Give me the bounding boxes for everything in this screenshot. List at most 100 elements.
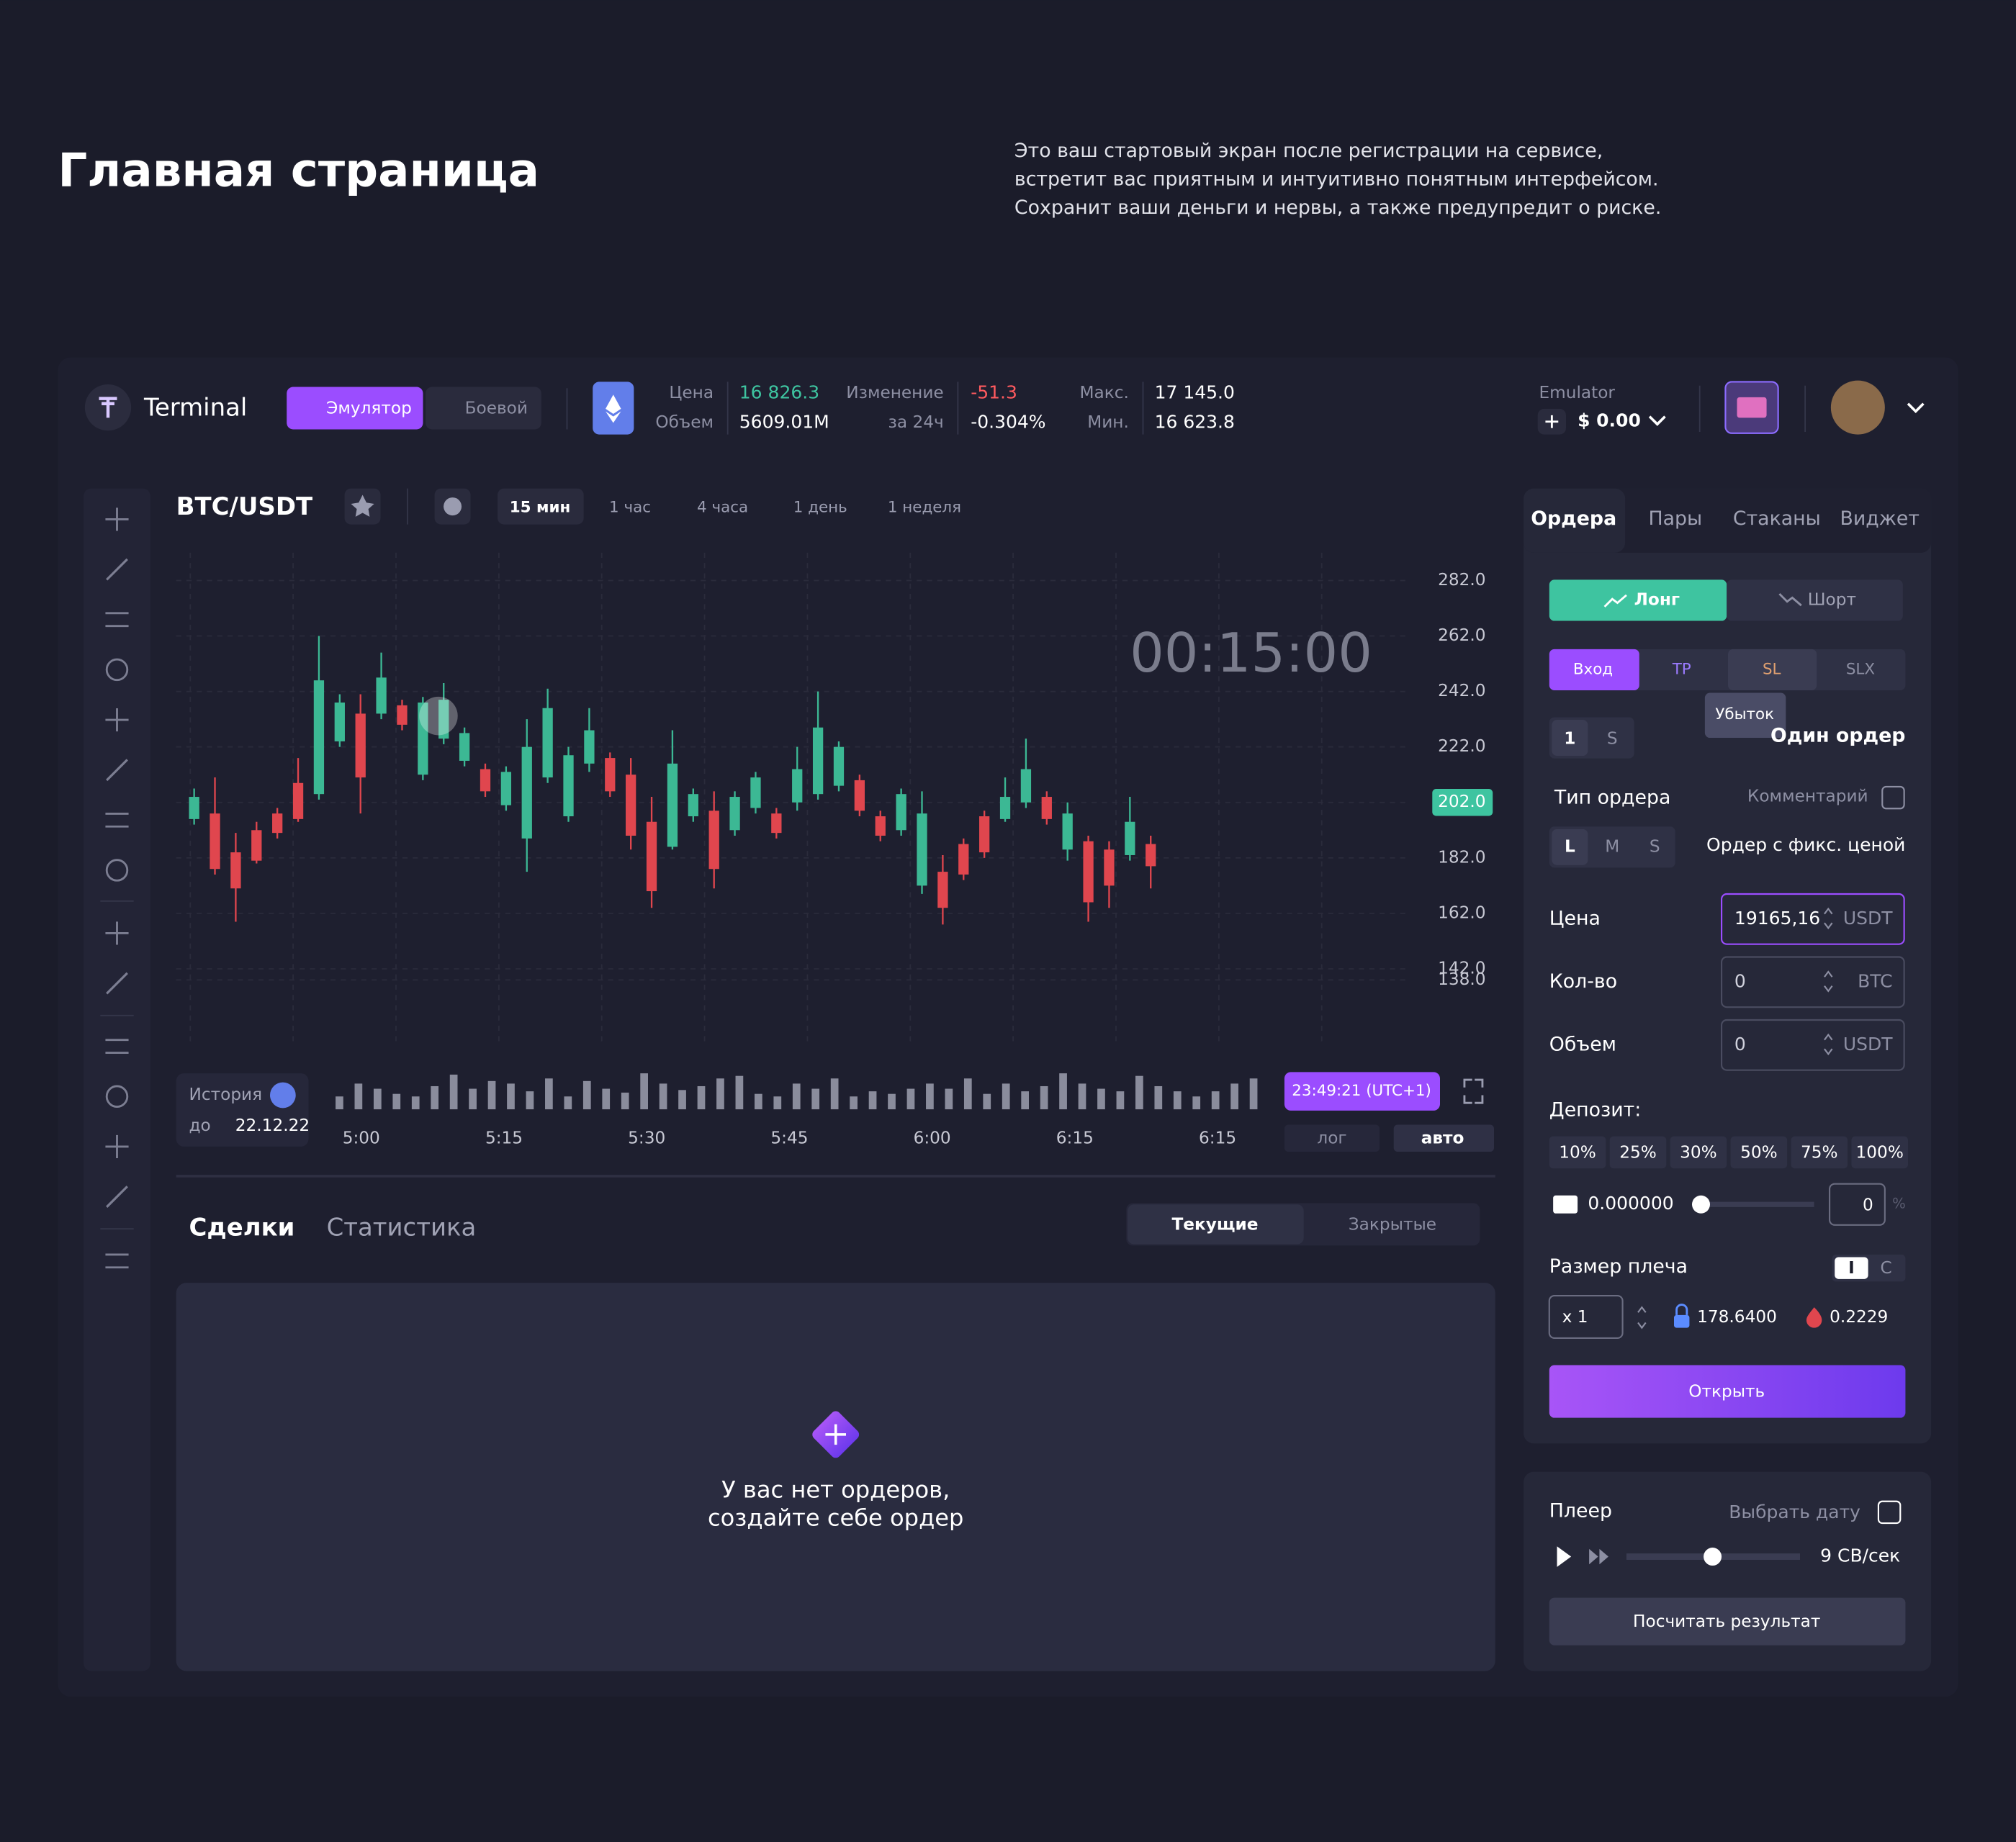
leverage-mode[interactable]: C — [1881, 1258, 1892, 1278]
count-tab[interactable]: 1 — [1564, 728, 1575, 748]
entry-tab[interactable]: Вход — [1573, 660, 1613, 678]
side-short[interactable] — [1727, 579, 1903, 621]
entry-tab[interactable]: SL — [1763, 660, 1781, 678]
avatar[interactable] — [1830, 380, 1885, 435]
count-tab[interactable]: S — [1607, 728, 1618, 748]
mode-tab[interactable] — [287, 387, 423, 430]
entry-tab[interactable]: SLX — [1846, 660, 1875, 678]
tool-icon[interactable] — [106, 759, 128, 782]
stepper[interactable] — [1824, 1033, 1833, 1056]
candle-body — [688, 794, 698, 817]
candle-body — [521, 746, 532, 839]
tool-icon[interactable] — [105, 708, 129, 732]
volume-bar — [640, 1073, 648, 1110]
scale-button[interactable] — [1393, 1124, 1494, 1152]
timeframe[interactable]: 15 мин — [510, 498, 571, 516]
input[interactable] — [1829, 1183, 1886, 1226]
tool-icon[interactable] — [106, 972, 128, 995]
x-tick-label: 5:45 — [770, 1129, 808, 1148]
percent-button[interactable] — [1609, 1136, 1667, 1169]
entry-tab[interactable]: TP — [1672, 660, 1691, 678]
timeframe-active — [498, 488, 584, 525]
chevron[interactable] — [1648, 415, 1666, 426]
label: USDT — [1843, 908, 1893, 929]
forward-button[interactable] — [1589, 1548, 1608, 1565]
checkbox[interactable] — [1881, 785, 1905, 810]
panel-tab[interactable]: Стаканы — [1733, 507, 1821, 530]
timeframe[interactable]: 1 час — [609, 498, 651, 516]
size-tab[interactable]: L — [1565, 836, 1575, 856]
slider-knob[interactable] — [1692, 1195, 1710, 1214]
input[interactable] — [1721, 893, 1905, 945]
volume-bar — [621, 1092, 629, 1110]
open-button[interactable] — [1549, 1365, 1906, 1418]
tool-icon[interactable] — [105, 812, 129, 828]
candle-body — [292, 782, 304, 819]
mode-tab[interactable] — [426, 387, 541, 430]
label: 5609.01M — [739, 412, 829, 433]
percent-button[interactable] — [1851, 1136, 1908, 1169]
timeframe[interactable]: 1 день — [793, 498, 847, 516]
card-icon — [1553, 1195, 1578, 1214]
label: 23:49:21 (UTC+1) — [1292, 1082, 1431, 1100]
stepper[interactable] — [1637, 1306, 1647, 1329]
tool-icon[interactable] — [106, 558, 128, 581]
side-long[interactable] — [1549, 579, 1727, 621]
leverage-mode[interactable]: I — [1848, 1258, 1855, 1278]
volume-bar — [582, 1080, 591, 1110]
timeframe[interactable]: 1 неделя — [888, 498, 961, 516]
panel-tab[interactable]: Ордера — [1531, 507, 1616, 530]
tool-icon[interactable] — [105, 1039, 129, 1054]
scale-button[interactable] — [1284, 1124, 1380, 1152]
filter[interactable]: Текущие — [1171, 1214, 1258, 1234]
stepper[interactable] — [1824, 907, 1833, 930]
candle-body — [812, 727, 824, 795]
percent-button[interactable] — [1730, 1136, 1788, 1169]
percent-button[interactable] — [1670, 1136, 1727, 1169]
tool-icon[interactable] — [105, 658, 129, 682]
label[interactable]: Выбрать дату — [1729, 1502, 1860, 1522]
order-panel — [1524, 488, 1932, 1444]
input[interactable] — [1721, 956, 1905, 1008]
tool-icon[interactable] — [105, 1134, 129, 1158]
tool-icon[interactable] — [105, 612, 129, 628]
tool-icon[interactable] — [105, 1253, 129, 1269]
current-price-badge — [1432, 788, 1493, 816]
size-tab[interactable]: S — [1650, 836, 1660, 856]
stepper[interactable] — [1824, 970, 1833, 993]
timeframe[interactable]: 4 часа — [697, 498, 748, 516]
tool-icon[interactable] — [105, 1085, 129, 1108]
volume-bar — [336, 1096, 343, 1110]
volume-bar — [1040, 1085, 1048, 1110]
tool-icon[interactable] — [105, 859, 129, 882]
calculate-button[interactable] — [1549, 1597, 1906, 1645]
expand-icon[interactable] — [1463, 1078, 1484, 1104]
brand: Terminal — [143, 393, 247, 421]
tool-icon[interactable] — [105, 507, 129, 531]
play-button[interactable] — [1557, 1546, 1572, 1567]
chevron[interactable] — [1907, 402, 1925, 413]
percent-button[interactable] — [1791, 1136, 1848, 1169]
label: BTC — [1858, 970, 1892, 991]
trades-tab[interactable]: Статистика — [327, 1214, 477, 1242]
tool-icon[interactable] — [105, 921, 129, 945]
trades-tab[interactable]: Сделки — [189, 1214, 295, 1242]
speed-knob[interactable] — [1704, 1548, 1722, 1566]
x-tick-label: 5:00 — [343, 1129, 380, 1148]
tool-icon[interactable] — [106, 1186, 128, 1208]
calendar-icon[interactable] — [1877, 1500, 1902, 1525]
size-tab[interactable]: M — [1605, 836, 1619, 856]
candle-body — [1083, 841, 1094, 903]
panel-tab[interactable]: Пары — [1648, 507, 1702, 530]
y-tick-label: 262.0 — [1438, 626, 1485, 645]
candle-body — [875, 816, 886, 836]
input[interactable] — [1721, 1019, 1905, 1071]
volume-bar — [773, 1096, 782, 1110]
panel-tab[interactable]: Виджет — [1840, 507, 1919, 530]
label: авто — [1421, 1129, 1464, 1148]
volume-bar — [1021, 1091, 1030, 1110]
filter[interactable]: Закрытые — [1349, 1214, 1436, 1234]
percent-button[interactable] — [1549, 1136, 1606, 1169]
input[interactable] — [1548, 1294, 1624, 1340]
candle-body — [958, 844, 969, 875]
